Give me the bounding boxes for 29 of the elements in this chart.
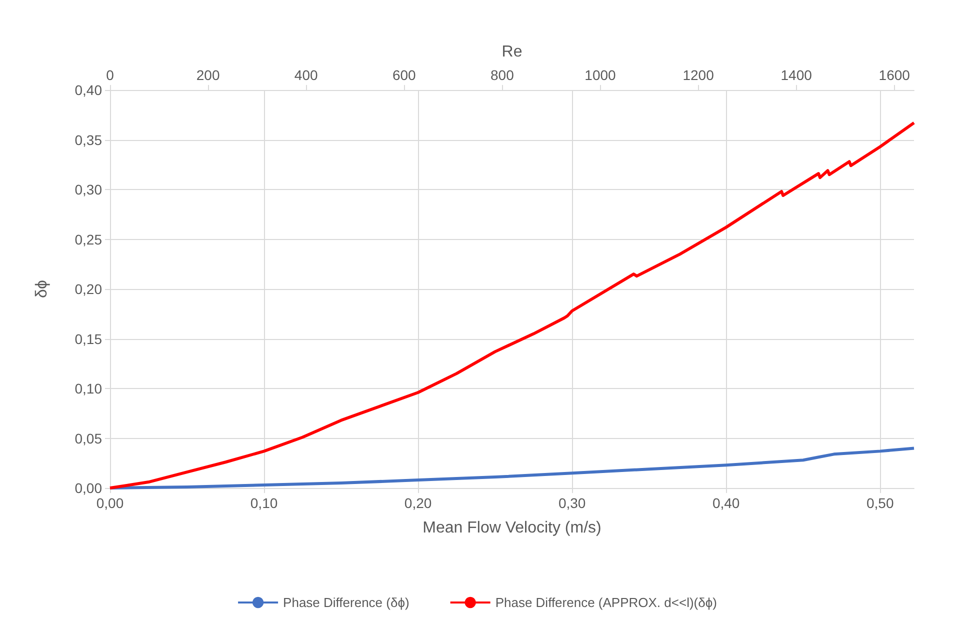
legend-label: Phase Difference (APPROX. d<<l)(δϕ) [495, 595, 717, 610]
y-tick-label: 0,15 [74, 330, 102, 347]
y-tick-label: 0,40 [74, 82, 102, 98]
x-tick-label: 0,10 [250, 495, 278, 511]
y-axis-title: δϕ [34, 280, 50, 298]
y-tick-label: 0,30 [74, 182, 102, 198]
y-tick-label: 0,20 [74, 281, 102, 297]
y-tick-label: 0,00 [74, 480, 102, 496]
x2-tick-label: 400 [294, 67, 318, 83]
x2-tick-label: 1400 [780, 67, 812, 83]
x-tick-label: 0,40 [712, 495, 740, 511]
x-tick-label: 0,00 [96, 495, 124, 511]
x2-tick-label: 200 [196, 67, 220, 83]
x-tick-label: 0,30 [558, 495, 586, 511]
y-tick-label: 0,25 [74, 231, 102, 248]
y-tick-label: 0,10 [74, 380, 102, 396]
x-tick-label: 0,20 [404, 495, 432, 511]
x-tick-label: 0,50 [866, 495, 894, 511]
x2-tick-label: 0 [106, 67, 114, 83]
y-tick-label: 0,35 [74, 132, 102, 148]
x-axis-title: Mean Flow Velocity (m/s) [422, 520, 602, 536]
x2-tick-label: 1000 [584, 67, 616, 83]
x2-tick-label: 600 [392, 67, 416, 83]
x2-tick-label: 1600 [878, 67, 910, 83]
x2-tick-label: 1200 [682, 67, 714, 83]
y-tick-label: 0,05 [74, 430, 102, 446]
legend-label: Phase Difference (δϕ) [283, 595, 410, 610]
x2-tick-label: 800 [490, 67, 514, 83]
x2-axis-title: Re [502, 44, 522, 60]
